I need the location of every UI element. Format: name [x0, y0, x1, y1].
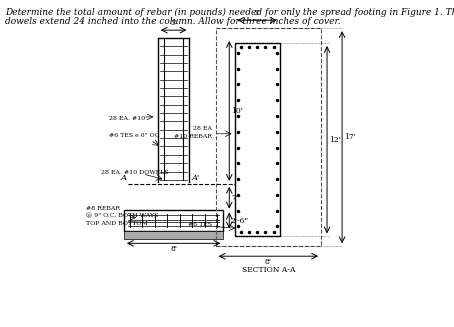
Text: @ 9" O.C. BOTH WAYS: @ 9" O.C. BOTH WAYS — [86, 213, 159, 218]
Text: 10': 10' — [232, 107, 243, 115]
Text: #6 TES e 6" OC: #6 TES e 6" OC — [109, 133, 159, 138]
Text: 28 EA: 28 EA — [193, 126, 212, 131]
Text: 7': 7' — [232, 194, 238, 202]
Bar — [124, 232, 223, 239]
Text: #10 REBAR: #10 REBAR — [174, 134, 212, 139]
Text: dowels extend 24 inched into the column. Allow for three inches of cover.: dowels extend 24 inched into the column.… — [5, 17, 341, 26]
Text: SECTION A-A: SECTION A-A — [242, 266, 295, 274]
Text: 17': 17' — [344, 133, 356, 141]
Text: TOP AND BOTTOM: TOP AND BOTTOM — [86, 221, 148, 227]
Bar — [124, 210, 223, 232]
Text: 28 EA. #10: 28 EA. #10 — [109, 116, 145, 121]
Text: 12': 12' — [329, 136, 341, 144]
Text: Determine the total amount of rebar (in pounds) needed for only the spread footi: Determine the total amount of rebar (in … — [5, 8, 454, 17]
Text: 8': 8' — [170, 245, 177, 253]
Text: 28 EA. #10 DOWELS: 28 EA. #10 DOWELS — [101, 170, 169, 175]
Text: A: A — [121, 174, 127, 182]
Text: 5': 5' — [254, 9, 261, 17]
Bar — [235, 43, 280, 236]
Text: 5': 5' — [170, 19, 177, 27]
Text: #8 REBAR: #8 REBAR — [86, 206, 120, 211]
Text: 8': 8' — [265, 258, 272, 266]
Text: 2'-6": 2'-6" — [231, 216, 249, 225]
Text: A': A' — [191, 174, 200, 182]
Text: #6 TES: #6 TES — [188, 222, 212, 228]
Bar — [216, 28, 321, 246]
